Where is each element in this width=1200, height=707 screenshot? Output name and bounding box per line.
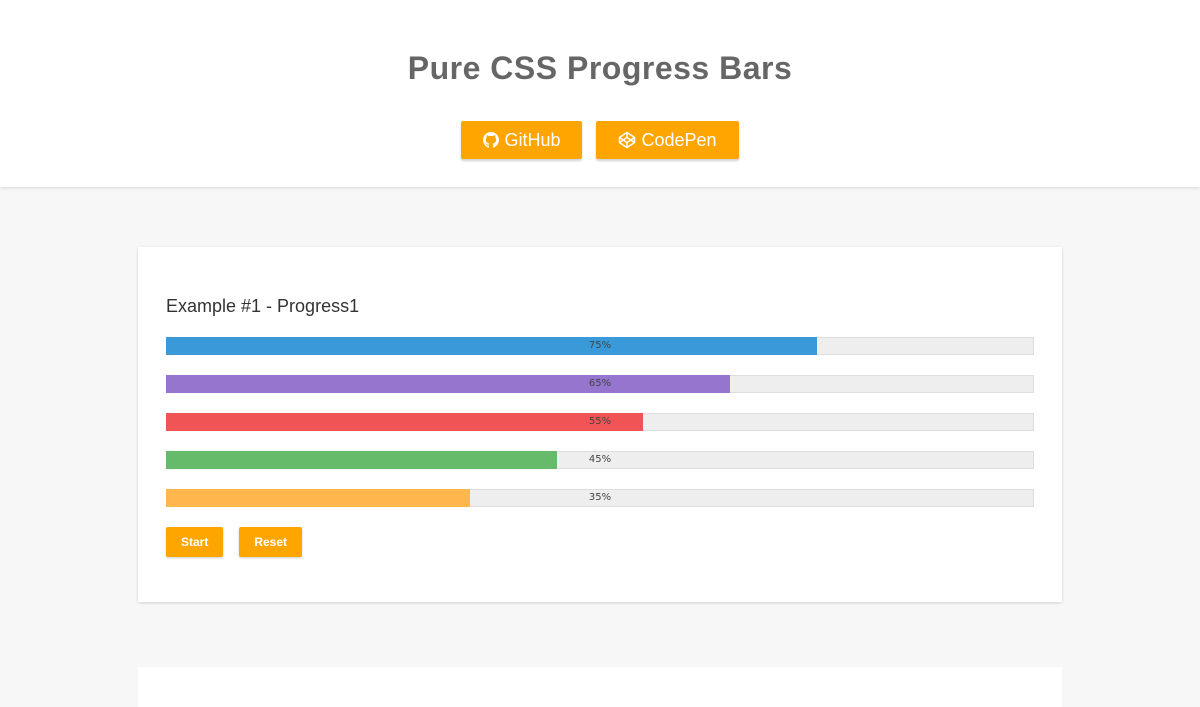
github-icon [483,132,500,148]
progress-bar-label: 35% [588,492,612,503]
progress-bar: 55% [166,413,1034,431]
progress-bar-fill [166,337,817,355]
progress-bar: 75% [166,337,1034,355]
codepen-button-label: CodePen [641,129,717,150]
progress-bars: 75% 65% 55% 45% 35% [166,337,1034,527]
progress-bar-fill [166,413,644,431]
reset-button[interactable]: Reset [239,527,303,557]
codepen-icon [619,131,636,149]
progress-bar-fill [166,489,470,507]
example-1-controls: Start Reset [166,527,303,557]
progress-bar: 45% [166,451,1034,469]
progress-bar: 65% [166,375,1034,393]
example-2-card [138,667,1062,707]
progress-bar-label: 55% [588,416,612,427]
header-buttons: GitHub CodePen [0,121,1200,159]
progress-bar-fill [166,451,557,469]
example-1-title: Example #1 - Progress1 [166,296,360,316]
page-header: Pure CSS Progress Bars GitHub CodePen [0,0,1200,187]
progress-bar-label: 65% [588,378,612,389]
progress-bar-fill [166,375,731,393]
progress-bar: 35% [166,489,1034,507]
page-title: Pure CSS Progress Bars [407,50,793,86]
github-button[interactable]: GitHub [461,121,583,159]
codepen-button[interactable]: CodePen [596,121,739,159]
start-button[interactable]: Start [166,527,224,557]
progress-bar-label: 75% [588,340,612,351]
example-1-card: Example #1 - Progress1 75% 65% 55% 45% 35% S… [138,247,1062,602]
github-button-label: GitHub [504,129,561,150]
progress-bar-label: 45% [588,454,612,465]
